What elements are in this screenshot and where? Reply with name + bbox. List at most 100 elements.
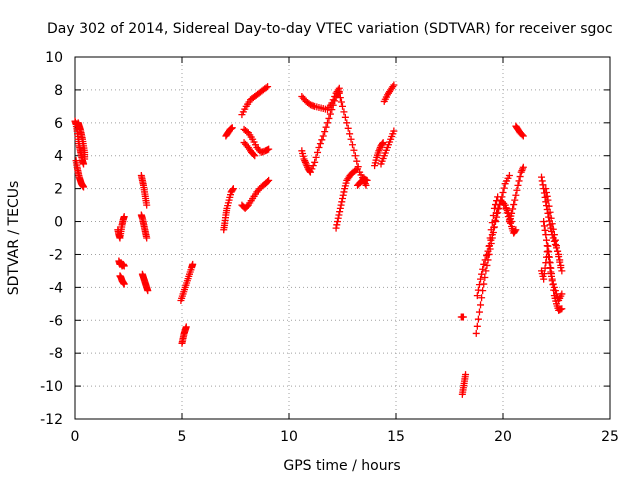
data-point [474, 286, 482, 294]
data-point [120, 280, 128, 288]
chart-title: Day 302 of 2014, Sidereal Day-to-day VTE… [47, 21, 613, 37]
data-point [541, 226, 549, 234]
data-point [314, 148, 322, 156]
data-point [300, 155, 308, 163]
data-point [549, 225, 557, 233]
data-point [478, 294, 486, 302]
data-point [376, 145, 384, 153]
data-point [472, 329, 480, 337]
data-point [493, 197, 501, 205]
data-point [229, 185, 237, 193]
data-point [301, 157, 309, 165]
axis-ticks: 0 5 10 15 20 25 -12 -10 -8 -6 -4 -2 0 2 4 6 8 10 [40, 50, 619, 445]
data-point [306, 168, 314, 176]
data-point [352, 166, 360, 174]
y-tick-label: 2 [54, 182, 63, 198]
data-point [326, 110, 334, 118]
data-point [554, 247, 562, 255]
data-point [336, 94, 344, 102]
data-point [478, 270, 486, 278]
data-point [505, 171, 513, 179]
data-point [511, 196, 519, 204]
data-point [503, 209, 511, 217]
data-point [519, 165, 527, 173]
data-point [228, 124, 236, 132]
data-point [540, 275, 548, 283]
data-point [333, 221, 341, 229]
data-point [329, 101, 337, 109]
data-point [545, 253, 553, 261]
data-point [336, 204, 344, 212]
data-point [481, 256, 489, 264]
data-point [540, 218, 548, 226]
data-point [335, 89, 343, 97]
data-point [489, 212, 497, 220]
x-tick-label: 20 [494, 429, 512, 445]
data-point [341, 113, 349, 121]
data-point [546, 208, 554, 216]
data-point [331, 97, 339, 105]
data-point [517, 168, 525, 176]
y-tick-label: -2 [49, 247, 63, 263]
data-point [510, 201, 518, 209]
data-point [519, 132, 527, 140]
data-point [337, 98, 345, 106]
y-tick-label: -6 [49, 313, 63, 329]
data-point [509, 205, 517, 213]
x-tick-label: 15 [387, 429, 405, 445]
data-point [308, 165, 316, 173]
data-point [544, 247, 552, 255]
data-point [265, 145, 273, 153]
data-point [81, 155, 89, 163]
data-point [340, 188, 348, 196]
data-point [473, 292, 481, 300]
data-point [343, 119, 351, 127]
data-point [499, 188, 507, 196]
data-point [556, 258, 564, 266]
data-point [143, 234, 151, 242]
data-point [389, 83, 397, 91]
data-point [485, 242, 493, 250]
data-point [547, 214, 555, 222]
data-point [378, 140, 386, 148]
data-point [555, 253, 563, 261]
data-point [511, 227, 519, 235]
grid-lines [75, 57, 610, 419]
x-tick-label: 25 [601, 429, 619, 445]
data-point [504, 213, 512, 221]
data-point [538, 177, 546, 185]
data-point [311, 158, 319, 166]
data-point [550, 283, 558, 291]
data-point [558, 267, 566, 275]
y-tick-label: -4 [49, 280, 63, 296]
data-point [544, 196, 552, 204]
data-point [340, 108, 348, 116]
data-point [325, 114, 333, 122]
data-point [350, 146, 358, 154]
data-point [516, 173, 524, 181]
data-point [558, 305, 566, 313]
data-point [487, 226, 495, 234]
data-point [182, 323, 190, 331]
data-point [546, 264, 554, 272]
data-point [477, 301, 485, 309]
data-point [550, 231, 558, 239]
data-point [80, 183, 88, 191]
data-point [339, 191, 347, 199]
data-point [251, 152, 259, 160]
data-point [539, 181, 547, 189]
data-point [339, 195, 346, 203]
y-tick-label: 0 [54, 215, 63, 231]
data-point [334, 218, 342, 226]
data-point [474, 315, 482, 323]
data-point [501, 201, 509, 209]
data-point [506, 219, 514, 227]
data-point [344, 124, 352, 132]
data-point [351, 152, 359, 160]
data-point [505, 216, 513, 224]
y-tick-label: -12 [40, 412, 63, 428]
data-point [375, 147, 383, 155]
data-point [459, 313, 467, 321]
